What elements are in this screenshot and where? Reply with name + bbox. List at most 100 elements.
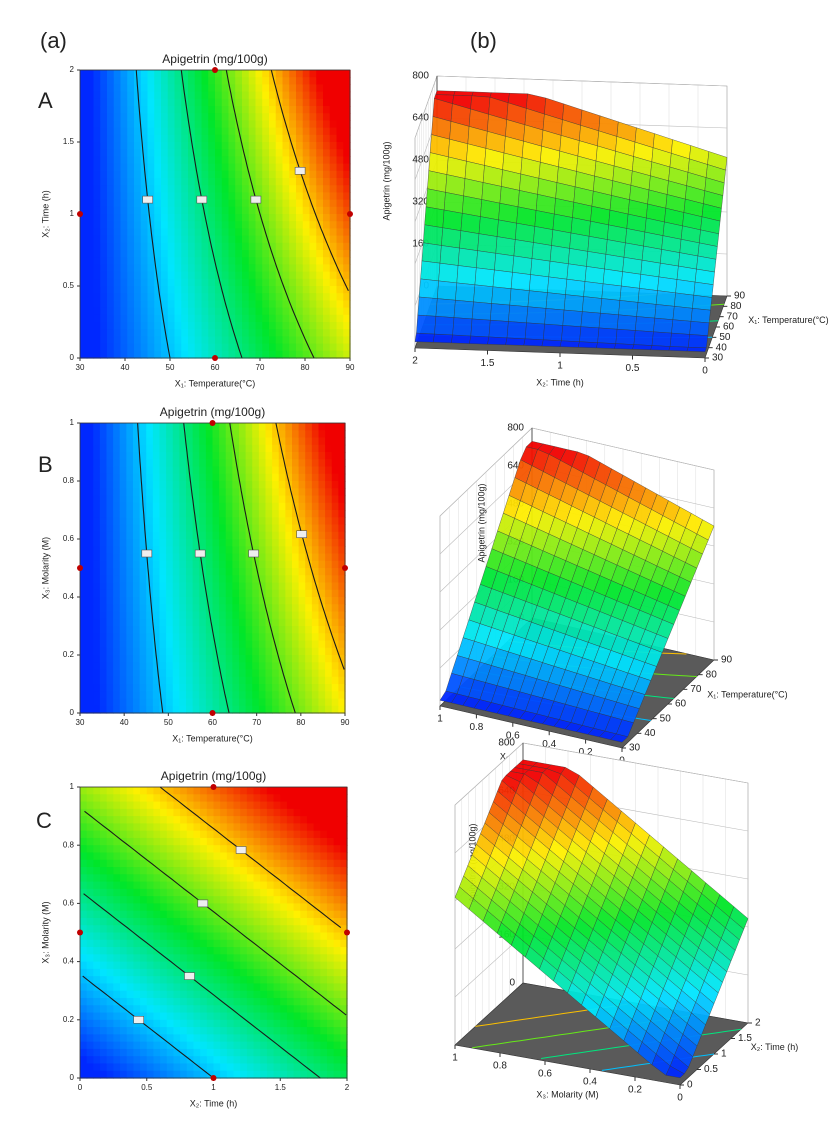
contour-cell — [146, 808, 155, 817]
contour-cell — [228, 84, 236, 93]
contour-cell — [180, 888, 188, 897]
contour-cell — [278, 473, 286, 482]
contour-cell — [126, 801, 134, 810]
contour-cell — [323, 214, 331, 222]
contour-cell — [80, 553, 88, 562]
contour-cell — [226, 976, 235, 985]
contour-cell — [179, 626, 187, 634]
contour-cell — [272, 560, 280, 569]
contour-cell — [188, 178, 196, 186]
contour-cell — [343, 293, 351, 301]
contour-cell — [208, 271, 216, 280]
contour-cell — [133, 990, 141, 999]
contour-cell — [323, 307, 331, 316]
contour-cell — [262, 300, 270, 309]
contour-cell — [329, 127, 338, 136]
surface-quad — [658, 262, 679, 280]
contour-cell — [215, 91, 223, 100]
contour-cell — [106, 1048, 114, 1057]
contour-cell — [179, 611, 187, 620]
contour-cell — [305, 539, 313, 547]
contour-cell — [213, 823, 221, 832]
contour-cell — [140, 1041, 148, 1050]
contour-cell — [331, 437, 339, 446]
contour-cell — [262, 98, 270, 107]
contour-cell — [86, 604, 94, 613]
surface-quad — [480, 199, 501, 221]
contour-cell — [255, 264, 263, 273]
contour-cell — [292, 473, 300, 482]
contour-cell — [199, 495, 207, 504]
contour-cell — [292, 430, 300, 439]
contour-cell — [120, 947, 128, 955]
contour-cell — [245, 531, 253, 540]
contour-cell — [86, 582, 94, 591]
contour-cell — [272, 502, 280, 511]
contour-cell — [220, 1041, 228, 1050]
contour-cell — [113, 611, 121, 620]
contour-cell — [133, 852, 141, 861]
contour-cell — [226, 881, 235, 890]
contour-cell — [172, 705, 180, 714]
contour-cell — [173, 874, 181, 883]
contour-cell — [133, 589, 141, 598]
contour-cell — [167, 329, 176, 337]
contour-cell — [343, 192, 351, 201]
y-tick-label: 2 — [70, 65, 75, 74]
contour-cell — [275, 242, 284, 251]
contour-cell — [106, 874, 114, 883]
surface-quad — [455, 282, 476, 303]
contour-cell — [93, 517, 101, 526]
contour-cell — [265, 539, 273, 547]
contour-cell — [120, 968, 128, 977]
contour-cell — [160, 983, 168, 992]
contour-cell — [134, 300, 142, 309]
contour-cell — [120, 1070, 128, 1079]
contour-cell — [188, 214, 196, 222]
contour-cell — [181, 84, 189, 93]
contour-cell — [331, 502, 339, 511]
contour-cell — [258, 633, 267, 642]
contour-cell — [172, 546, 180, 555]
contour-cell — [226, 983, 235, 992]
contour-cell — [325, 502, 333, 511]
contour-cell — [179, 575, 187, 584]
contour-cell — [305, 633, 313, 642]
contour-cell — [193, 852, 201, 861]
contour-cell — [146, 466, 154, 475]
contour-cell — [173, 983, 181, 992]
contour-cell — [93, 307, 101, 316]
contour-cell — [93, 1063, 101, 1072]
contour-cell — [215, 250, 223, 258]
contour-cell — [311, 684, 320, 692]
contour-cell — [93, 170, 101, 179]
contour-cell — [292, 553, 300, 562]
contour-cell — [221, 134, 230, 143]
contour-cell — [199, 459, 207, 468]
contour-cell — [220, 947, 228, 955]
contour-cell — [246, 990, 255, 999]
contour-cell — [80, 611, 88, 620]
contour-cell — [80, 481, 88, 489]
contour-cell — [193, 1027, 201, 1035]
contour-cell — [119, 510, 127, 518]
contour-cell — [323, 98, 331, 107]
contour-cell — [289, 221, 297, 229]
contour-cell — [179, 684, 187, 692]
contour-cell — [172, 647, 180, 656]
contour-cell — [302, 70, 311, 78]
contour-cell — [232, 481, 240, 489]
contour-cell — [86, 1027, 94, 1035]
contour-cell — [343, 286, 351, 294]
contour-cell — [323, 300, 331, 309]
contour-cell — [166, 852, 175, 861]
contour-cell — [302, 156, 311, 165]
contour-cell — [86, 185, 95, 193]
contour-cell — [316, 206, 324, 215]
contour-cell — [219, 640, 227, 649]
contour-cell — [201, 293, 209, 301]
contour-cell — [235, 134, 243, 143]
contour-cell — [282, 250, 290, 258]
contour-cell — [305, 452, 313, 460]
contour-cell — [93, 1005, 101, 1014]
